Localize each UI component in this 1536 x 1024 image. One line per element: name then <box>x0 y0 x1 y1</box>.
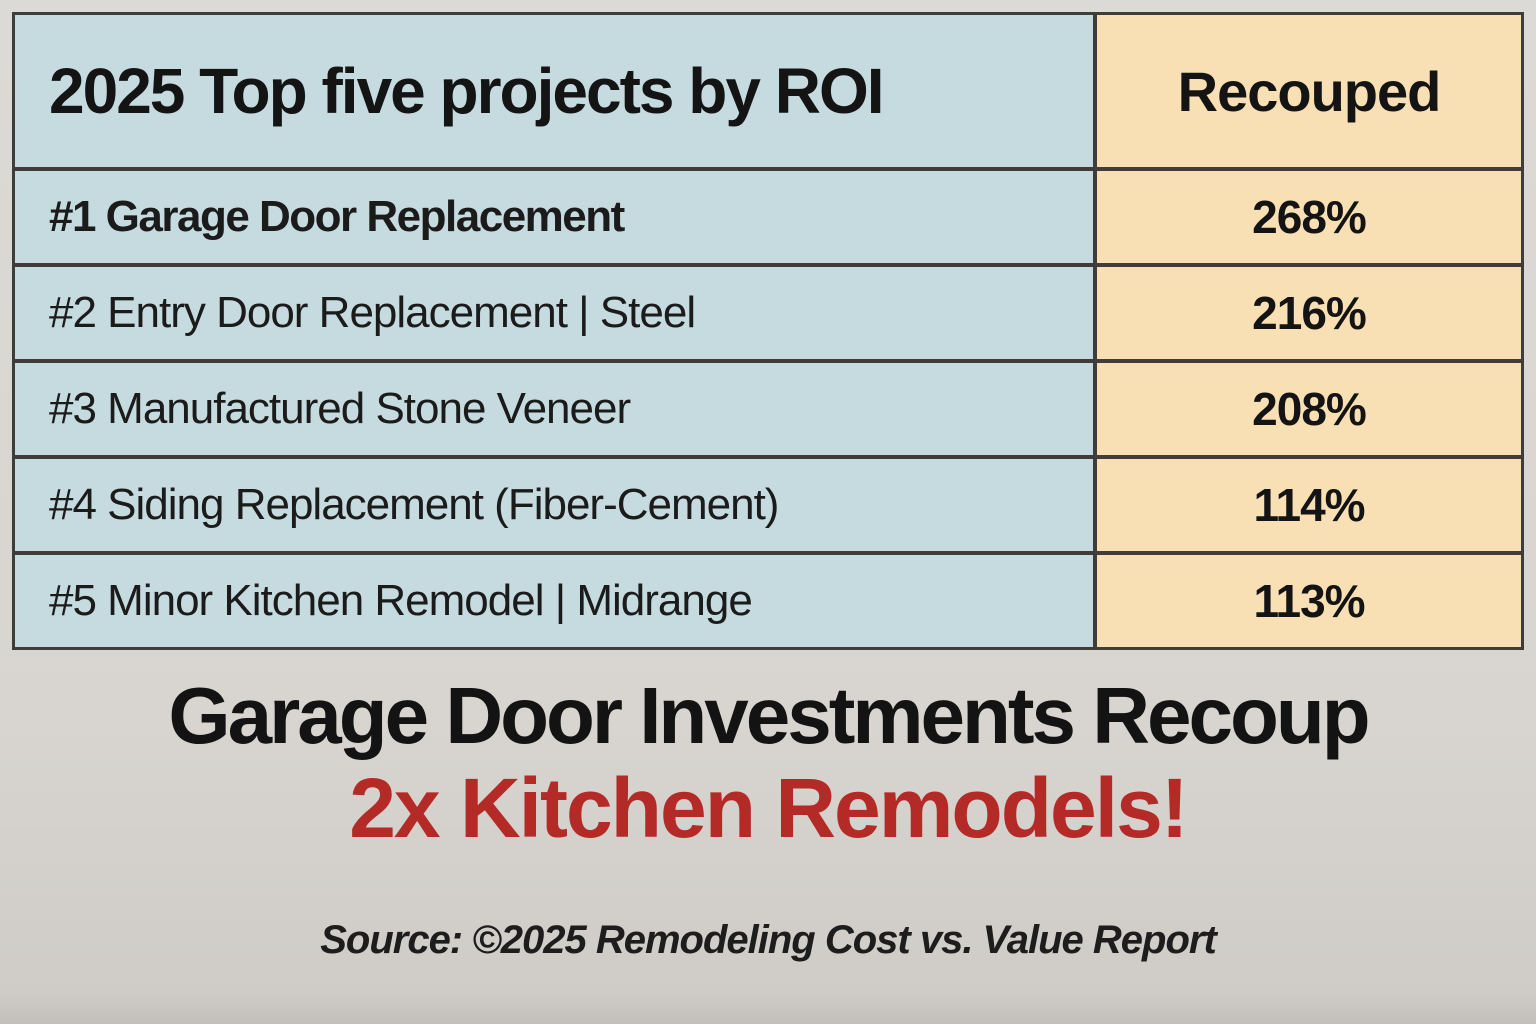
recouped-column-header: Recouped <box>1177 59 1442 123</box>
recouped-value: 113% <box>1253 575 1365 627</box>
table-row-project-5: #5 Minor Kitchen Remodel | Midrange <box>15 555 1093 647</box>
project-label: #2 Entry Door Replacement | Steel <box>49 288 696 337</box>
table-row-project-4: #4 Siding Replacement (Fiber-Cement) <box>15 459 1093 551</box>
recouped-value: 208% <box>1252 383 1367 435</box>
table-title: 2025 Top five projects by ROI <box>49 55 885 127</box>
source-text: Source: ©2025 Remodeling Cost vs. Value … <box>320 918 1217 962</box>
recouped-value: 268% <box>1252 191 1367 243</box>
project-label: #5 Minor Kitchen Remodel | Midrange <box>49 576 753 625</box>
project-label: #4 Siding Replacement (Fiber-Cement) <box>49 480 779 529</box>
table-row-recouped-2: 216% <box>1097 267 1521 359</box>
table-row-recouped-4: 114% <box>1097 459 1521 551</box>
recouped-value: 216% <box>1252 287 1367 339</box>
project-label: #1 Garage Door Replacement <box>49 192 625 241</box>
table-row-project-1: #1 Garage Door Replacement <box>15 171 1093 263</box>
table-row-recouped-5: 113% <box>1097 555 1521 647</box>
headline-line2: 2x Kitchen Remodels! <box>349 761 1189 855</box>
table-row-project-3: #3 Manufactured Stone Veneer <box>15 363 1093 455</box>
table-row-recouped-3: 208% <box>1097 363 1521 455</box>
headline-block: Garage Door Investments Recoup 2x Kitche… <box>0 672 1536 857</box>
table-header-recouped-cell: Recouped <box>1097 15 1521 167</box>
recouped-value: 114% <box>1253 479 1365 531</box>
roi-table: 2025 Top five projects by ROI Recouped #… <box>12 12 1524 650</box>
project-label: #3 Manufactured Stone Veneer <box>49 384 631 433</box>
table-row-project-2: #2 Entry Door Replacement | Steel <box>15 267 1093 359</box>
table-header-title-cell: 2025 Top five projects by ROI <box>15 15 1093 167</box>
headline-line1: Garage Door Investments Recoup <box>168 671 1370 760</box>
table-row-recouped-1: 268% <box>1097 171 1521 263</box>
